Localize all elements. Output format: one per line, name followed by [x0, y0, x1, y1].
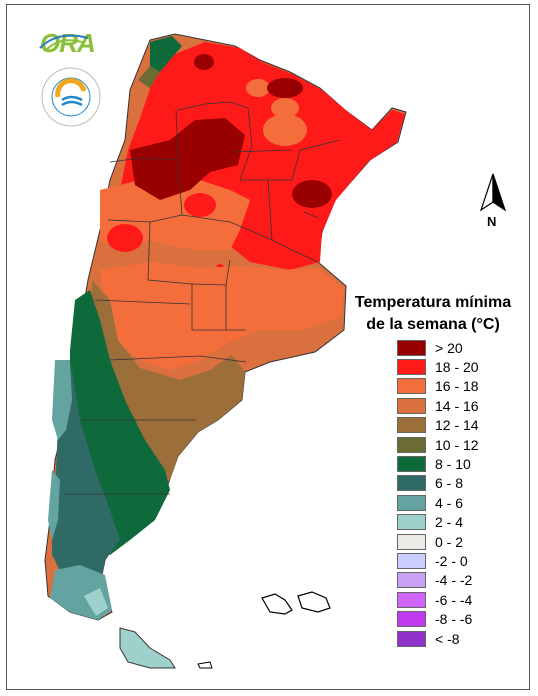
legend-label: < -8 [435, 630, 460, 647]
legend-swatch [397, 475, 426, 492]
ora-logo: ORA [40, 28, 96, 58]
legend-swatch [397, 611, 426, 628]
zone-over-20 [130, 118, 245, 200]
legend-swatch [397, 533, 426, 550]
legend-item: 8 - 10 [397, 454, 479, 473]
zone-18-20-west [184, 193, 216, 217]
legend-title-line1: Temperatura mínima [354, 294, 512, 311]
legend-label: 2 - 4 [435, 514, 464, 531]
zone-16-18-center [100, 262, 344, 370]
legend-swatch [397, 514, 426, 531]
legend-item: 6 - 8 [397, 474, 479, 493]
legend-item: -8 - -6 [397, 609, 479, 628]
north-label: N [487, 214, 497, 229]
zone-10-12-north [138, 66, 160, 88]
legend-swatch [397, 456, 426, 473]
smn-seal-icon [41, 67, 101, 127]
legend-swatch [397, 417, 426, 434]
zone-18-20-west [107, 224, 143, 252]
legend-label: 18 - 20 [435, 359, 479, 376]
legend-swatch [397, 591, 426, 608]
legend-label: 4 - 6 [435, 494, 464, 511]
zone-over-20 [267, 78, 303, 98]
legend-label: -8 - -6 [435, 611, 473, 628]
zone-2-4 [84, 588, 108, 616]
legend-swatch [397, 359, 426, 376]
legend-label: 14 - 16 [435, 397, 479, 414]
legend-title: Temperatura mínima de la semana (°C) [338, 292, 528, 336]
legend-swatch [397, 572, 426, 589]
legend-swatch [397, 494, 426, 511]
legend-item: 14 - 16 [397, 396, 479, 415]
isla-estados [197, 661, 213, 669]
zone-4-6 [48, 470, 60, 540]
legend-swatch [397, 552, 426, 569]
legend-item: -4 - -2 [397, 571, 479, 590]
legend-label: 10 - 12 [435, 436, 479, 453]
zone-16-18-patch [263, 114, 307, 146]
legend-label: 16 - 18 [435, 378, 479, 395]
zone-8-10-north [150, 36, 182, 72]
legend-swatch [397, 378, 426, 395]
tierra-del-fuego [119, 627, 176, 669]
islas-malvinas [261, 593, 293, 615]
north-arrow-icon [479, 173, 507, 212]
legend-item: -2 - 0 [397, 551, 479, 570]
zone-4-6 [52, 360, 72, 440]
legend-label: -6 - -4 [435, 591, 473, 608]
legend-label: 8 - 10 [435, 456, 471, 473]
logo-swoosh-icon [39, 34, 89, 51]
islas-malvinas [297, 591, 331, 613]
legend-item: 10 - 12 [397, 435, 479, 454]
legend-item: 2 - 4 [397, 513, 479, 532]
zone-16-18-patch [271, 98, 299, 118]
zone-over-20 [292, 180, 332, 208]
legend-item: 0 - 2 [397, 532, 479, 551]
legend-item: -6 - -4 [397, 590, 479, 609]
legend-swatch [397, 630, 426, 647]
legend-swatch [397, 339, 426, 356]
province-boundaries [64, 101, 341, 495]
legend-item: 16 - 18 [397, 377, 479, 396]
legend: > 20 18 - 20 16 - 18 14 - 16 12 - 14 10 - 12 8… [397, 338, 479, 648]
legend-item: < -8 [397, 629, 479, 648]
legend-swatch [397, 436, 426, 453]
legend-label: > 20 [435, 339, 463, 356]
zone-over-20 [194, 54, 214, 70]
legend-label: 12 - 14 [435, 417, 479, 434]
legend-swatch [397, 397, 426, 414]
zone-6-8 [52, 370, 120, 590]
legend-label: 6 - 8 [435, 475, 464, 492]
legend-label: -4 - -2 [435, 572, 473, 589]
legend-title-line2: de la semana (°C) [366, 316, 500, 333]
zone-16-18-patch [246, 79, 270, 97]
legend-item: 12 - 14 [397, 416, 479, 435]
legend-item: 4 - 6 [397, 493, 479, 512]
legend-item: > 20 [397, 338, 479, 357]
legend-label: 0 - 2 [435, 533, 464, 550]
legend-item: 18 - 20 [397, 357, 479, 376]
legend-label: -2 - 0 [435, 552, 468, 569]
